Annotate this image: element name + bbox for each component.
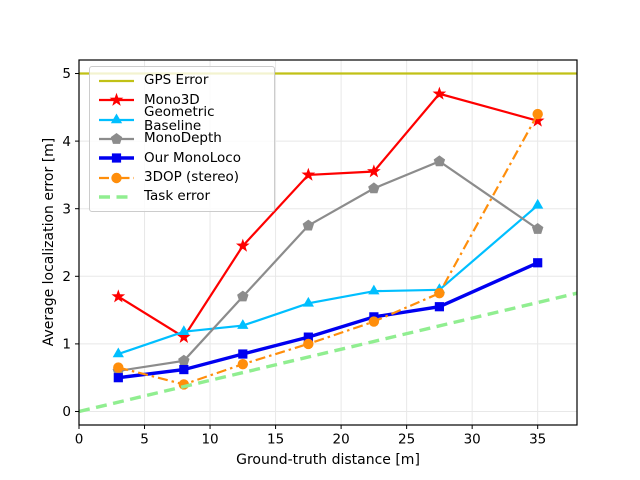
circle-marker xyxy=(113,362,124,373)
triangle-marker xyxy=(302,296,314,307)
pentagon-marker xyxy=(302,219,315,231)
triangle-marker xyxy=(237,319,249,329)
pentagon-marker xyxy=(110,132,123,144)
triangle-marker xyxy=(532,198,544,209)
legend-label: Mono3D xyxy=(144,91,200,108)
circle-marker xyxy=(303,338,314,350)
legend-item-monodepth: MonoDepth xyxy=(98,130,266,148)
x-tick-label: 5 xyxy=(140,432,149,448)
star-marker xyxy=(111,289,126,303)
legend-sample-monodepth xyxy=(99,132,134,144)
x-tick-label: 25 xyxy=(398,432,415,448)
star-marker xyxy=(432,86,447,100)
triangle-marker xyxy=(178,325,190,335)
legend-item-mono3d: Mono3D xyxy=(98,91,266,109)
legend: GPS Error Mono3D Geometric Baseline MonoDep… xyxy=(89,66,275,212)
x-tick-label: 15 xyxy=(267,432,284,448)
circle-marker xyxy=(368,316,380,327)
square-marker xyxy=(179,364,189,375)
plot-area xyxy=(79,72,577,414)
y-tick-label: 2 xyxy=(62,269,71,285)
legend-item-3dop-stereo: 3DOP (stereo) xyxy=(98,169,266,187)
circle-marker xyxy=(237,358,249,370)
y-tick-label: 3 xyxy=(62,201,71,217)
legend-sample-mono3d xyxy=(99,93,134,107)
square-marker xyxy=(238,349,248,359)
legend-label: Geometric Baseline xyxy=(144,104,215,134)
legend-label: 3DOP (stereo) xyxy=(144,168,240,185)
legend-sample-task-error xyxy=(99,195,134,199)
y-tick-label: 1 xyxy=(62,337,71,353)
circle-marker xyxy=(434,287,445,299)
square-marker xyxy=(434,302,444,312)
y-tick-label: 0 xyxy=(62,404,71,420)
square-marker xyxy=(303,332,313,342)
triangle-marker xyxy=(110,113,123,123)
legend-sample-3dop-stereo xyxy=(99,172,134,183)
pentagon-marker xyxy=(368,182,380,194)
y-tick-label: 4 xyxy=(62,134,71,150)
x-tick-label: 10 xyxy=(201,432,218,448)
triangle-marker xyxy=(112,347,124,358)
square-marker xyxy=(111,153,122,163)
x-tick-label: 30 xyxy=(464,432,481,448)
x-tick-label: 0 xyxy=(75,432,84,448)
circle-marker xyxy=(111,172,122,183)
legend-item-geometric-baseline: Geometric Baseline xyxy=(98,105,266,132)
square-marker xyxy=(533,258,543,268)
x-tick-label: 20 xyxy=(333,432,350,448)
legend-label: Our MonoLoco xyxy=(144,149,241,166)
legend-label: MonoDepth xyxy=(144,130,222,147)
star-marker xyxy=(176,329,191,343)
legend-item-our-monoloco: Our MonoLoco xyxy=(98,149,266,167)
series-line-task-error xyxy=(79,291,577,414)
triangle-marker xyxy=(368,284,380,295)
star-marker xyxy=(109,93,124,107)
star-marker xyxy=(235,238,250,252)
square-marker xyxy=(113,373,123,383)
pentagon-marker xyxy=(433,155,446,167)
legend-label: GPS Error xyxy=(144,72,209,89)
x-tick-label: 35 xyxy=(529,432,546,448)
legend-item-gps-error: GPS Error xyxy=(98,72,266,90)
plot-border xyxy=(78,59,578,426)
legend-sample-gps-error xyxy=(99,79,134,83)
star-marker xyxy=(301,167,316,181)
legend-sample-geometric-baseline xyxy=(99,113,134,123)
star-marker xyxy=(367,164,381,178)
star-marker xyxy=(530,113,545,127)
pentagon-marker xyxy=(237,290,249,302)
legend-label: Task error xyxy=(144,188,211,205)
legend-item-task-error: Task error xyxy=(98,188,266,206)
pentagon-marker xyxy=(178,354,190,366)
y-axis-title: Average localization error [m] xyxy=(41,137,57,347)
legend-sample-our-monoloco xyxy=(99,153,134,163)
circle-marker xyxy=(532,108,543,120)
x-axis-title: Ground-truth distance [m] xyxy=(236,452,420,468)
pentagon-marker xyxy=(531,222,544,234)
y-tick-label: 5 xyxy=(62,66,71,82)
